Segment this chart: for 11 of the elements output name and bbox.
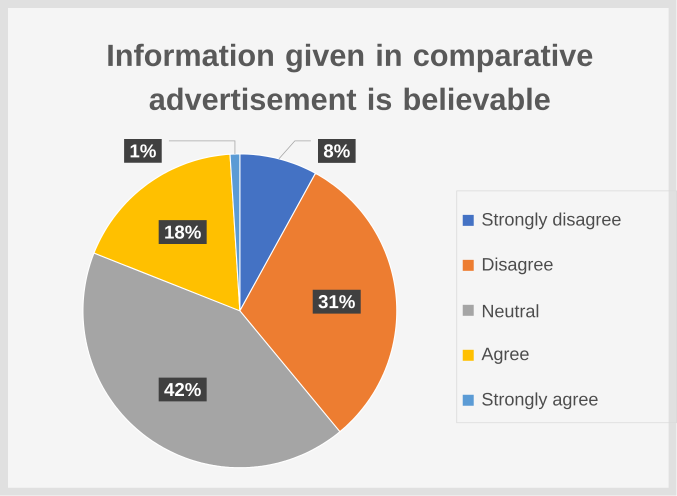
legend-label: Strongly agree [482, 392, 598, 410]
legend-label: Agree [481, 348, 529, 364]
data-label: 18% [165, 226, 201, 239]
legend-label: Disagree [482, 258, 553, 274]
data-label: 1% [130, 144, 156, 158]
data-label: 42% [164, 383, 201, 396]
legend-label: Neutral [482, 304, 538, 318]
chart-title: Information given in comparative advertisement is believable [108, 44, 592, 110]
legend-label: Strongly disagree [482, 212, 621, 230]
data-label: 8% [324, 144, 350, 158]
data-label: 31% [318, 295, 355, 308]
